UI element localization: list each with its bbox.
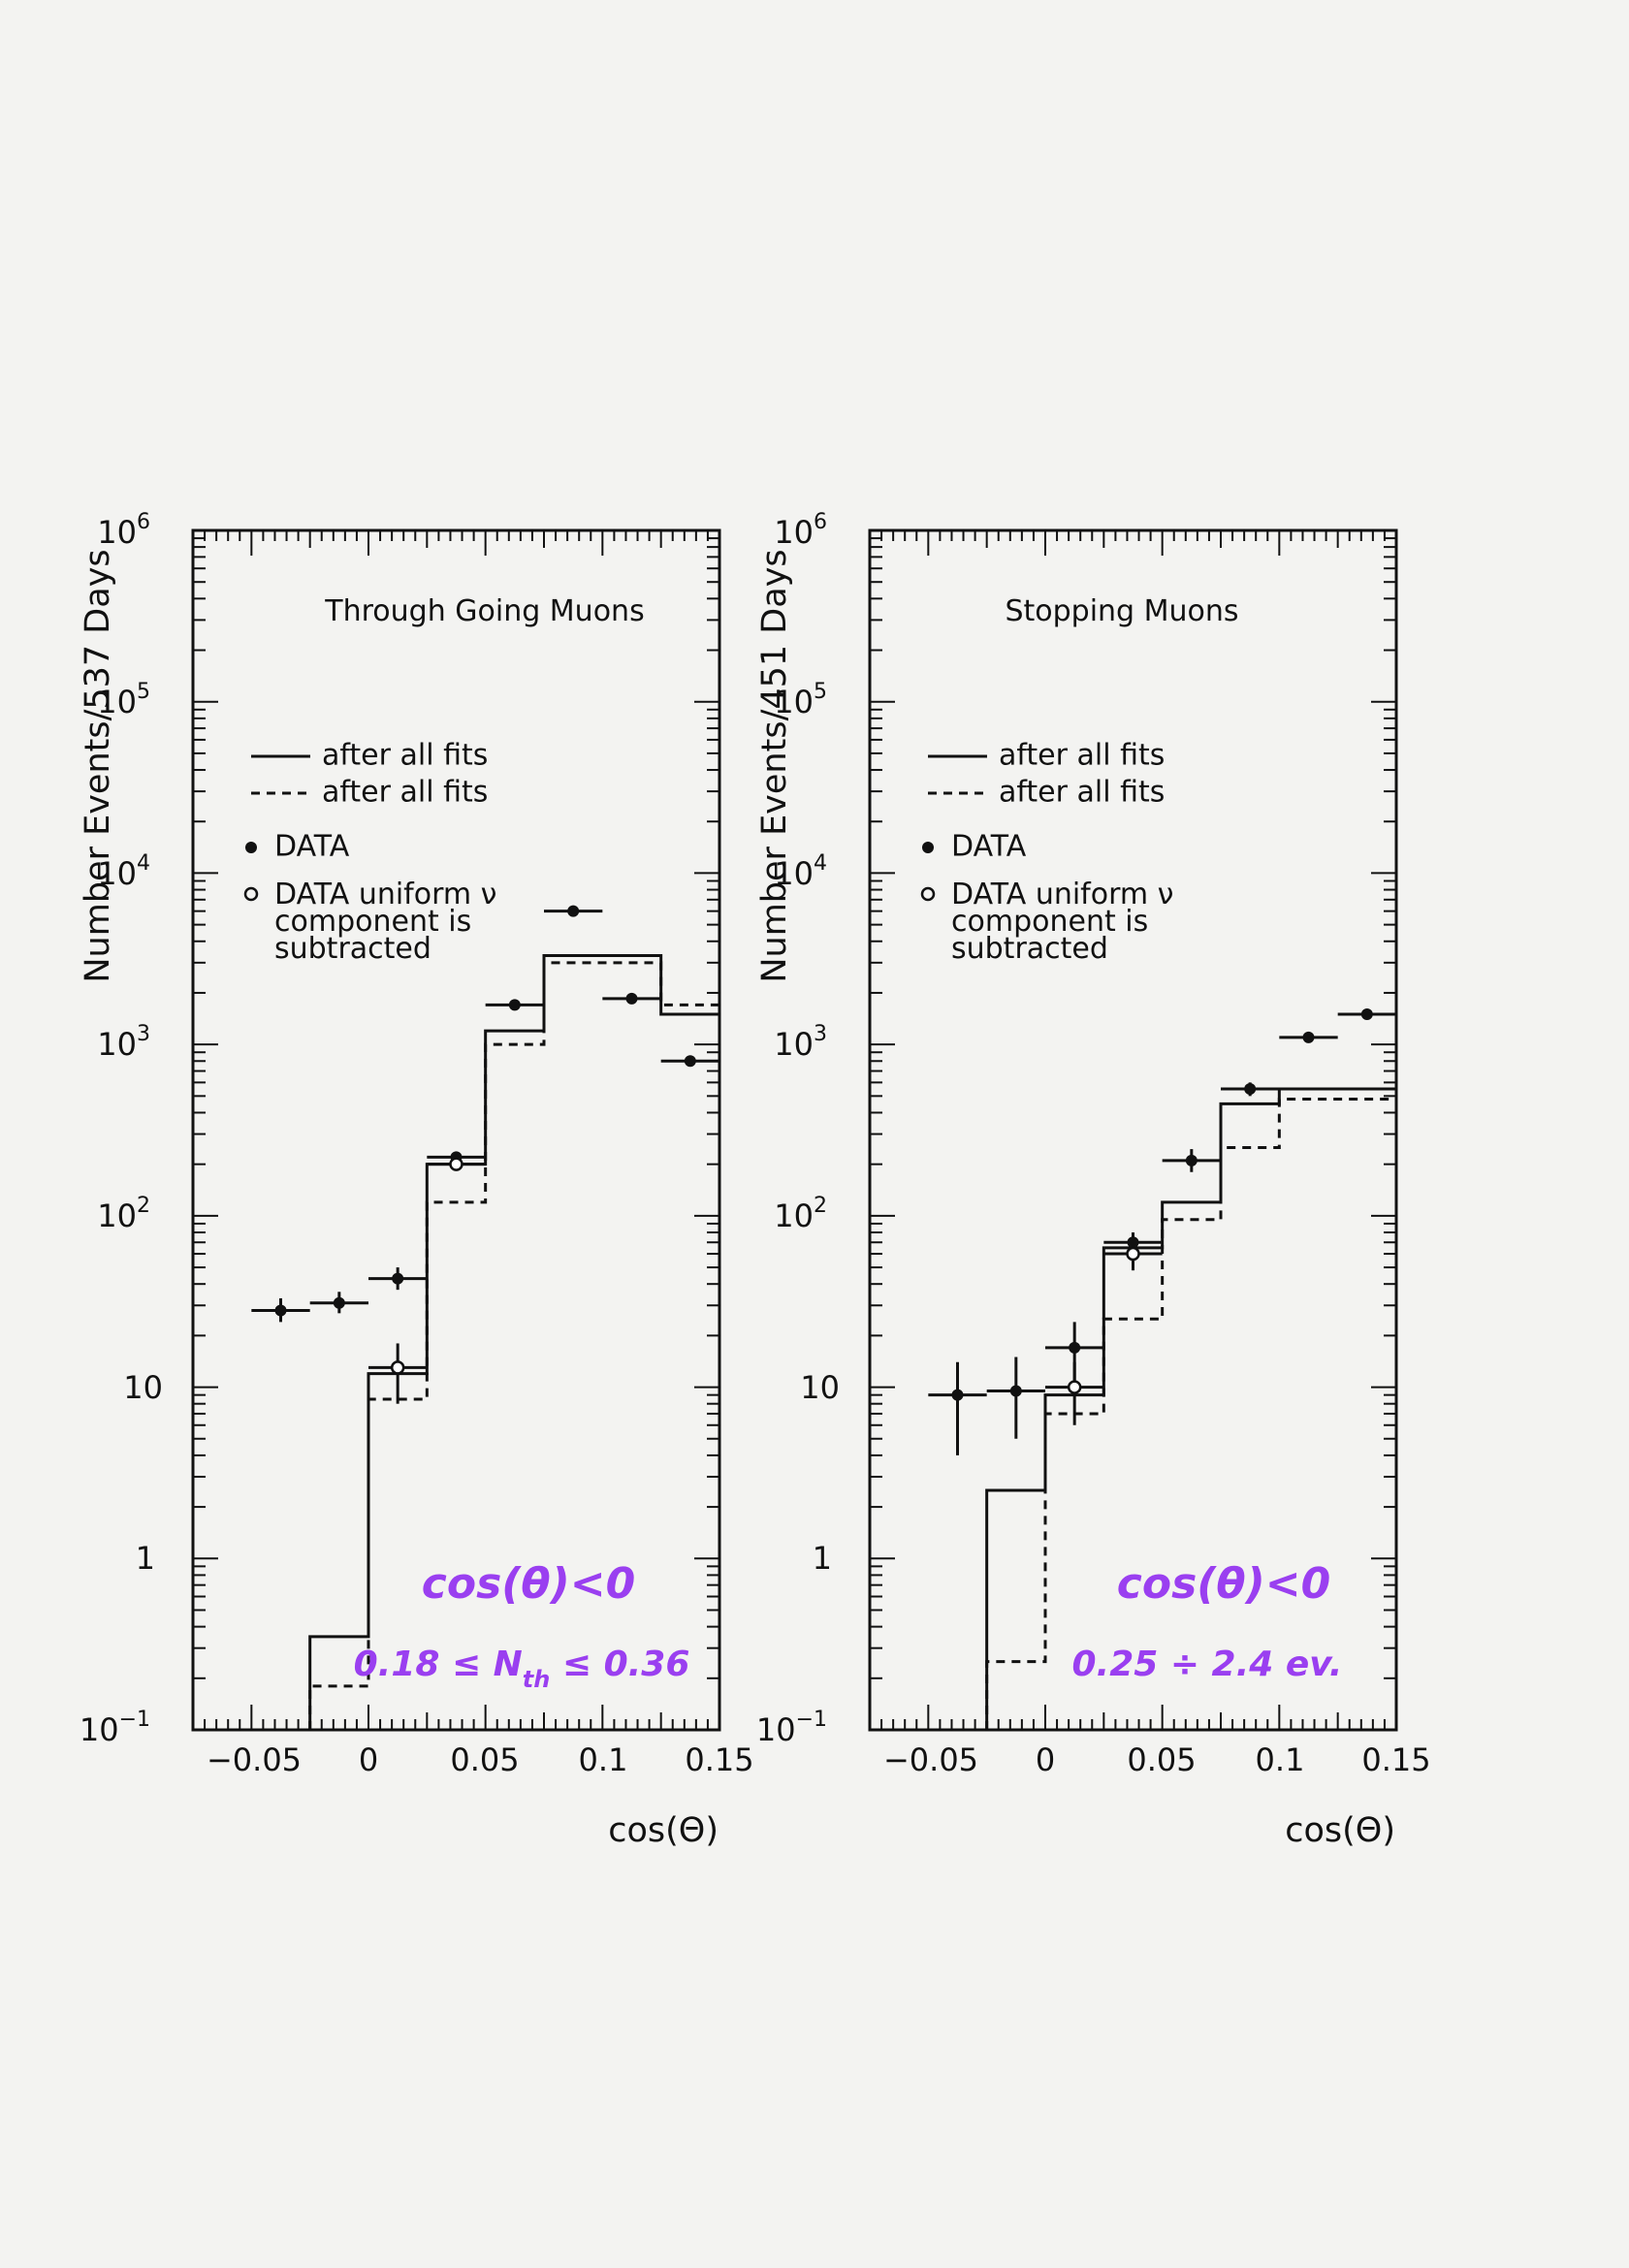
x-tick-labels: −0.05 0 0.05 0.1 0.15 <box>883 1741 1431 1778</box>
legend-data-label: DATA <box>951 830 1027 864</box>
data-point-subtracted <box>449 1157 463 1171</box>
data-point <box>684 1055 696 1068</box>
legend-solid-label: after all fits <box>322 739 488 773</box>
y-tick-label: 103 <box>97 1022 150 1063</box>
y-tick-label: 103 <box>774 1022 827 1063</box>
data-point <box>274 1304 287 1317</box>
x-tick-label: 0.05 <box>450 1741 519 1778</box>
plot-frame <box>191 528 721 1732</box>
legend-dashed-label: after all fits <box>322 776 488 810</box>
x-tick-label: 0.05 <box>1127 1741 1196 1778</box>
data-point <box>508 999 521 1011</box>
legend-dashed-label: after all fits <box>999 776 1165 810</box>
y-tick-label: 10 <box>123 1369 163 1406</box>
y-tick-label: 10 <box>800 1369 840 1406</box>
data-point <box>1244 1083 1257 1096</box>
y-tick-label: 10−1 <box>80 1708 150 1748</box>
handwritten-condition: cos(θ)<0 <box>422 1559 635 1609</box>
x-tick-label: 0.15 <box>685 1741 753 1778</box>
panel-stopping: Stopping Muons Number Events/451 Days co… <box>755 510 1431 1850</box>
y-tick-label: 106 <box>774 510 827 551</box>
axis-ticks <box>192 530 720 1731</box>
y-axis-label: Number Events/537 Days <box>79 549 117 982</box>
data-point <box>567 905 580 917</box>
data-point <box>1069 1341 1081 1354</box>
data-point <box>1009 1385 1022 1397</box>
x-tick-label: 0.1 <box>1256 1741 1305 1778</box>
data-point-subtracted <box>1126 1246 1140 1262</box>
y-tick-label: 106 <box>97 510 150 551</box>
data-point <box>1360 1008 1373 1021</box>
data-point <box>333 1296 345 1309</box>
histogram-dashed <box>985 1097 1396 1730</box>
y-tick-label: 104 <box>97 851 150 892</box>
handwritten-range: 0.25 ÷ 2.4 ev. <box>1072 1645 1343 1684</box>
legend-subtracted-label: DATA uniform ν component is subtracted <box>951 878 1183 966</box>
y-tick-labels: 10−1 1 10 102 103 104 105 106 <box>80 510 163 1748</box>
y-tick-label: 104 <box>774 851 827 892</box>
y-tick-label: 102 <box>774 1194 827 1234</box>
panel-through-going: Through Going Muons Number Events/537 Da… <box>79 510 754 1850</box>
x-tick-labels: −0.05 0 0.05 0.1 0.15 <box>207 1741 754 1778</box>
points-layer <box>928 1008 1396 1455</box>
x-axis-label: cos(Θ) <box>608 1811 719 1850</box>
handwritten-condition: cos(θ)<0 <box>1117 1559 1330 1609</box>
axis-ticks <box>869 530 1397 1731</box>
legend-solid-label: after all fits <box>999 739 1165 773</box>
legend-subtracted-marker <box>243 886 259 902</box>
y-axis-label: Number Events/451 Days <box>755 549 794 982</box>
y-tick-label: 105 <box>774 680 827 720</box>
legend-data-marker <box>245 842 257 853</box>
x-tick-label: 0.15 <box>1361 1741 1430 1778</box>
y-tick-labels: 10−1 1 10 102 103 104 105 106 <box>756 510 840 1748</box>
legend: after all fits after all fits DATA DATA … <box>920 739 1183 966</box>
x-tick-label: 0 <box>359 1741 378 1778</box>
points-layer <box>251 905 719 1404</box>
y-tick-label: 102 <box>97 1194 150 1234</box>
legend-subtracted-marker <box>920 886 936 902</box>
legend-subtracted-label: DATA uniform ν component is subtracted <box>274 878 506 966</box>
y-tick-label: 1 <box>813 1540 832 1577</box>
x-tick-label: −0.05 <box>883 1741 978 1778</box>
handwritten-annotation: cos(θ)<0 0.18 ≤ Nth ≤ 0.36 <box>354 1559 690 1693</box>
data-point <box>392 1272 404 1285</box>
y-tick-label: 105 <box>97 680 150 720</box>
y-tick-label: 1 <box>136 1540 155 1577</box>
legend: after all fits after all fits DATA DATA … <box>243 739 506 966</box>
data-point-subtracted <box>1067 1380 1082 1394</box>
x-tick-label: 0 <box>1036 1741 1055 1778</box>
series-layer <box>985 1087 1396 1730</box>
data-point-subtracted <box>390 1360 405 1375</box>
x-axis-label: cos(Θ) <box>1285 1811 1395 1850</box>
histogram-solid <box>308 954 719 1730</box>
chart-title: Stopping Muons <box>1005 594 1238 628</box>
data-point <box>951 1389 964 1401</box>
plot-frame <box>868 528 1398 1732</box>
histogram-dashed <box>308 961 719 1730</box>
series-layer <box>308 954 719 1730</box>
handwritten-range: 0.18 ≤ Nth ≤ 0.36 <box>354 1645 690 1693</box>
chart-title: Through Going Muons <box>324 594 644 628</box>
x-tick-label: −0.05 <box>207 1741 302 1778</box>
data-point <box>1185 1154 1198 1166</box>
legend-data-label: DATA <box>274 830 350 864</box>
data-point <box>625 992 638 1005</box>
data-point <box>1302 1031 1315 1043</box>
legend-data-marker <box>922 842 934 853</box>
y-tick-label: 10−1 <box>756 1708 827 1748</box>
handwritten-annotation: cos(θ)<0 0.25 ÷ 2.4 ev. <box>1072 1559 1343 1684</box>
x-tick-label: 0.1 <box>579 1741 628 1778</box>
